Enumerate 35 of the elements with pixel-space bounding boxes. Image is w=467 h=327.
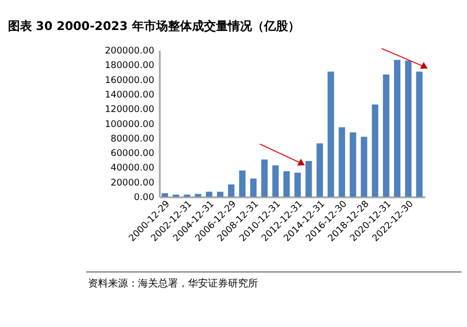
bar [272,165,279,197]
bar [239,170,246,197]
bar [228,184,234,197]
bar [283,171,290,197]
bar [305,160,312,197]
bar [372,104,378,197]
bar [294,172,301,197]
text: 资料来源：海关总署，华安证券研究所 [88,278,258,290]
bar [350,132,356,197]
bar [316,143,323,197]
y-tick-label: 160000.00 [104,76,154,86]
bar [360,136,368,197]
bar [206,192,212,197]
bar [328,72,334,197]
bar [338,127,346,197]
y-tick-label: 200000.00 [104,46,154,57]
bar [216,192,224,197]
bar [162,193,168,197]
y-tick-label: 100000.00 [104,120,154,130]
y-tick-label: 140000.00 [104,90,154,100]
bar [261,159,268,197]
bar [250,178,257,197]
y-tick-label: 180000.00 [104,61,154,72]
bar [405,60,412,197]
chart-title: 图表 30 2000-2023 年市场整体成交量情况（亿股） [8,19,300,34]
y-tick-label: 0.00 [134,193,154,204]
bar [194,194,202,197]
bar [416,72,423,197]
y-tick-label: 40000.00 [110,164,154,174]
y-tick-label: 120000.00 [104,105,154,116]
bar [382,74,390,197]
y-tick-label: 80000.00 [110,134,154,144]
y-tick-label: 60000.00 [110,149,154,160]
bar [394,60,400,197]
y-tick-label: 20000.00 [110,178,154,188]
